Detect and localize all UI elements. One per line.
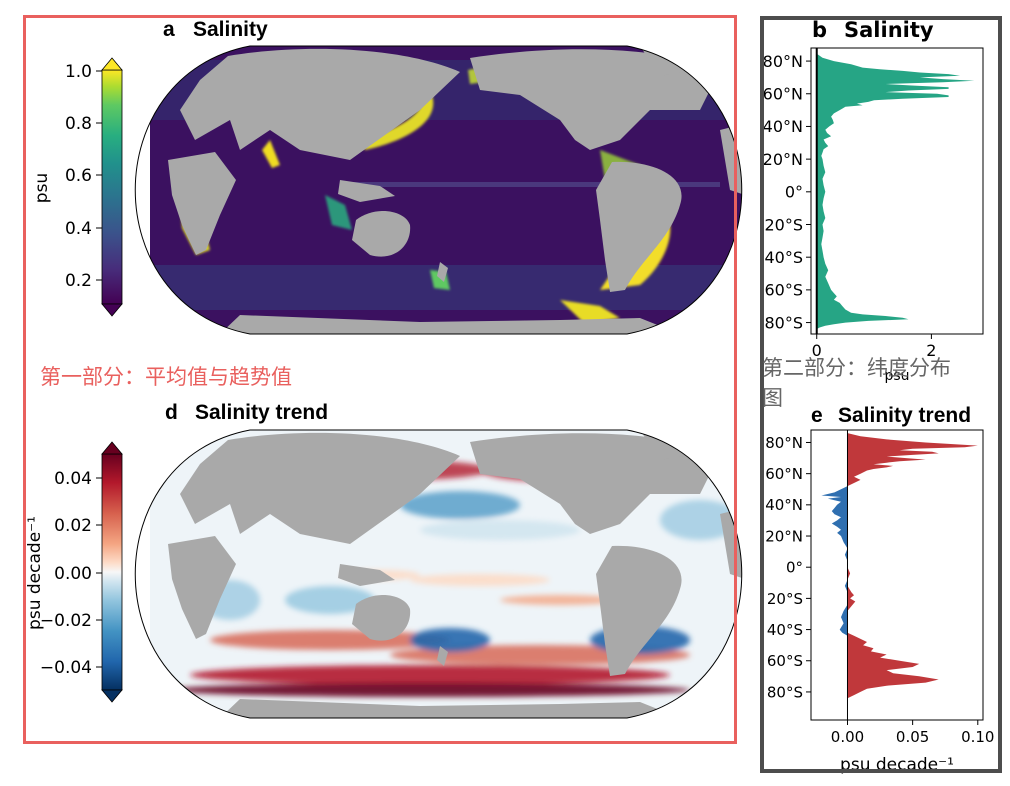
profile-b-ytick-label: 80°N: [763, 52, 803, 71]
profile-b-positive-area: [816, 54, 975, 330]
colorbar-a-tick-label: 1.0: [65, 62, 92, 82]
profile-e-ytick-label: 40°N: [765, 496, 803, 514]
profile-b-marks: [815, 48, 975, 334]
panel-a: a Salinity: [32, 18, 743, 335]
colorbar-d-ticks: [96, 477, 102, 668]
profile-b-ytick-label: 40°S: [764, 248, 803, 267]
profile-e-ytick-label: 20°S: [767, 590, 803, 608]
land-a-eurasia: [180, 48, 460, 160]
land-d-north-america: [470, 433, 720, 534]
land-a-antarctica: [220, 315, 680, 334]
land-d-africa: [168, 536, 236, 639]
panel-b: b Salinity 80°N 60°N 40°N 20°N 0° 20°S 40°S 60°…: [763, 18, 984, 384]
colorbar-a-extend-min: [101, 303, 123, 317]
panel-e-letter: e: [811, 404, 823, 427]
map-a: [150, 46, 742, 334]
colorbar-d-gradient: [101, 453, 123, 691]
profile-b-ytick-label: 20°N: [763, 150, 803, 169]
colorbar-a-label: psu: [32, 173, 52, 203]
land-a-south-america: [596, 161, 682, 292]
profile-e-ytick-label: 20°N: [765, 527, 803, 545]
panel-b-axes-frame: [810, 47, 984, 335]
land-d-south-america: [596, 545, 682, 676]
land-a-indonesia: [338, 180, 395, 202]
colorbar-a-ticks: [96, 70, 102, 281]
profile-b-xtick-label: 2: [926, 341, 936, 360]
panel-d: d Salinity trend: [25, 401, 743, 719]
colorbar-d-tick-label: 0.04: [54, 469, 92, 489]
profile-e-ytick-label: 80°N: [765, 434, 803, 452]
annotation-part2-label: 第二部分：纬度分布图: [762, 356, 951, 410]
panel-e-title: Salinity trend: [838, 404, 971, 427]
profile-e-ytick-label: 80°S: [767, 683, 803, 701]
map-a-outline: [134, 45, 743, 335]
ocean-a-band-equator: [340, 182, 720, 187]
land-a-australia: [352, 210, 411, 257]
land-d-australia: [352, 594, 411, 641]
colorbar-a-tick-label: 0.6: [65, 166, 92, 186]
land-d-antarctica: [220, 699, 680, 718]
profile-e-ytick-label: 0°: [786, 559, 803, 577]
land-d: [168, 430, 742, 718]
land-d-indonesia: [338, 564, 395, 586]
profile-e-marks: [821, 430, 978, 720]
panel-d-title: Salinity trend: [195, 401, 328, 424]
colorbar-a-extend-max: [101, 57, 123, 71]
panel-e: e Salinity trend 80°N 60°N 40°N 20°N 0° 20°S 4…: [765, 404, 994, 775]
land-a-africa: [168, 152, 236, 255]
panel-b-letter: b: [812, 18, 827, 42]
colorbar-d-label: psu decade⁻¹: [25, 516, 45, 630]
colorbar-d-tick-label: 0.00: [54, 564, 92, 584]
colorbar-d: 0.04 0.02 0.00 −0.02 −0.04 psu decade⁻¹: [25, 441, 123, 703]
colorbar-d-tick-label: 0.02: [54, 516, 92, 536]
profile-e-positive-area: [847, 433, 978, 699]
colorbar-d-tick-label: −0.02: [40, 611, 92, 631]
profile-e-yaxis: 80°N 60°N 40°N 20°N 0° 20°S 40°S 60°S 80°S: [765, 434, 811, 701]
map-d: [150, 430, 742, 718]
colorbar-d-extend-min: [101, 689, 123, 703]
profile-e-ytick-label: 60°S: [767, 652, 803, 670]
colorbar-a-tick-label: 0.8: [65, 114, 92, 134]
profile-b-ytick-label: 80°S: [764, 313, 803, 332]
panel-e-axes-frame: [810, 429, 984, 721]
profile-e-xtick-label: 0.00: [831, 728, 864, 746]
colorbar-d-tick-label: −0.04: [40, 658, 92, 678]
panel-a-title: Salinity: [193, 18, 268, 41]
annotation-part1-label: 第一部分：平均值与趋势值: [40, 365, 292, 389]
profile-b-ytick-label: 0°: [785, 183, 803, 202]
profile-b-yaxis: 80°N 60°N 40°N 20°N 0° 20°S 40°S 60°S 80°S: [763, 52, 811, 332]
colorbar-a-gradient: [101, 69, 123, 305]
panel-e-xlabel: psu decade⁻¹: [840, 755, 954, 775]
colorbar-a-tick-label: 0.4: [65, 219, 92, 239]
colorbar-a: 1.0 0.8 0.6 0.4 0.2 psu: [32, 57, 123, 317]
profile-b-ytick-label: 60°N: [763, 85, 803, 104]
profile-b-xtick-label: 0: [812, 341, 822, 360]
panel-b-title: Salinity: [844, 18, 934, 42]
panel-b-xlabel: psu: [884, 368, 909, 384]
profile-e-ytick-label: 60°N: [765, 465, 803, 483]
profile-e-ytick-label: 40°S: [767, 621, 803, 639]
profile-e-negative-area: [821, 433, 848, 699]
land-d-newzealand: [437, 646, 448, 666]
colorbar-a-tick-label: 0.2: [65, 271, 92, 291]
land-a-north-america: [470, 49, 720, 150]
land-d-eurasia: [180, 432, 460, 544]
map-d-outline: [134, 429, 743, 719]
profile-b-ytick-label: 40°N: [763, 117, 803, 136]
panel-d-letter: d: [165, 401, 178, 424]
panel-a-letter: a: [163, 18, 175, 41]
land-a-newzealand: [437, 262, 448, 282]
profile-b-ytick-label: 60°S: [764, 281, 803, 300]
profile-e-xtick-label: 0.10: [961, 728, 994, 746]
ocean-a-band-south: [150, 265, 742, 310]
profile-e-xtick-label: 0.05: [896, 728, 929, 746]
colorbar-d-extend-max: [101, 441, 123, 455]
profile-b-ytick-label: 20°S: [764, 215, 803, 234]
profile-e-xaxis: 0.00 0.05 0.10: [831, 720, 994, 746]
